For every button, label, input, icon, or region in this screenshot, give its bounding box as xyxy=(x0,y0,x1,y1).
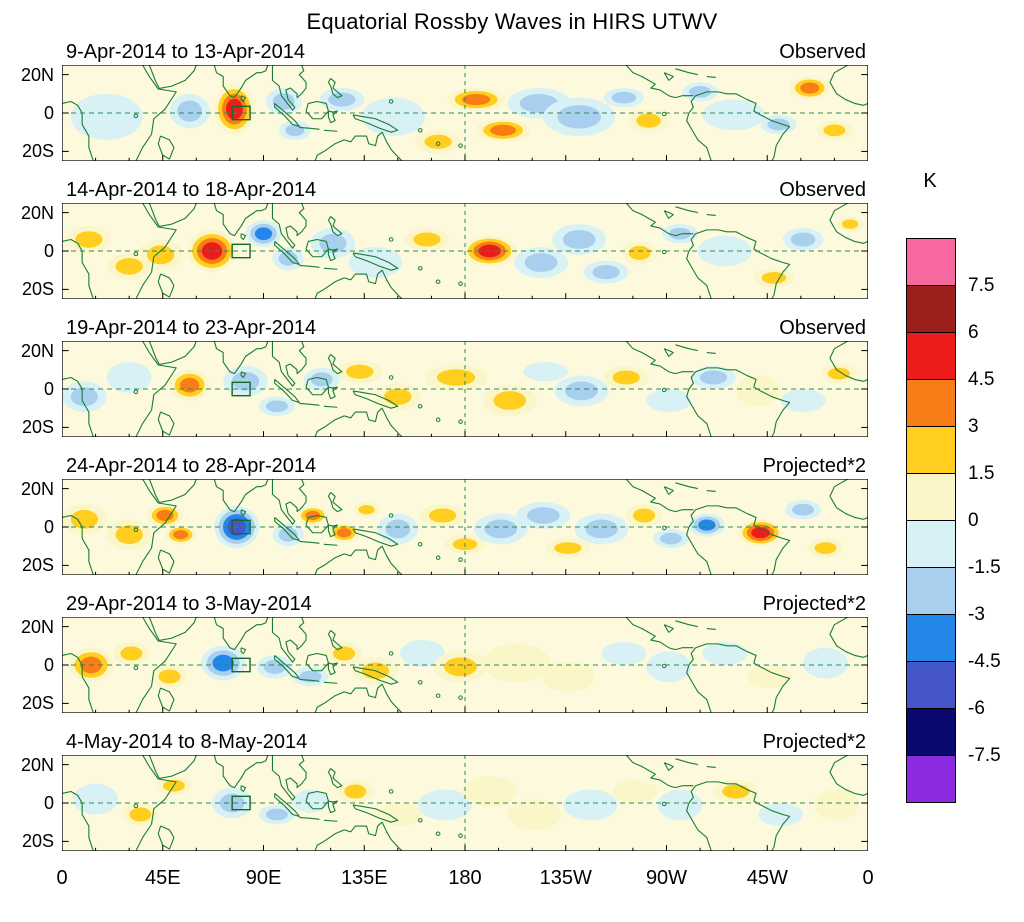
map-canvas: 20N 0 20S xyxy=(21,341,868,437)
x-tick-label: 180 xyxy=(448,867,482,889)
map-panel-5: 29-Apr-2014 to 3-May-2014 Projected*2 20… xyxy=(21,587,868,713)
y-tick-label: 20N xyxy=(20,203,54,223)
colorbar-tick-label: 4.5 xyxy=(968,369,995,390)
map-panel-4: 24-Apr-2014 to 28-Apr-2014 Projected*2 2… xyxy=(21,449,868,575)
contour-map xyxy=(62,617,868,713)
figure-title: Equatorial Rossby Waves in HIRS UTWV xyxy=(306,9,718,34)
colorbar-cell xyxy=(907,286,955,333)
colorbar-tick-label: -1.5 xyxy=(968,557,1001,578)
panel-date-range: 4-May-2014 to 8-May-2014 xyxy=(66,731,308,753)
panel-date-range: 9-Apr-2014 to 13-Apr-2014 xyxy=(66,41,306,63)
panel-date-range: 14-Apr-2014 to 18-Apr-2014 xyxy=(66,179,317,201)
map-panel-6: 4-May-2014 to 8-May-2014 Projected*2 20N… xyxy=(21,725,868,851)
colorbar-cell xyxy=(907,474,955,521)
colorbar-cell xyxy=(907,239,955,286)
contour-map xyxy=(62,755,868,851)
x-tick-label: 45E xyxy=(145,867,181,889)
contour-map xyxy=(62,341,868,437)
map-canvas: 20N 0 20S xyxy=(21,203,868,299)
panel-header: 14-Apr-2014 to 18-Apr-2014 Observed xyxy=(62,173,868,203)
colorbar-cell xyxy=(907,380,955,427)
y-tick-label: 20S xyxy=(21,279,54,299)
colorbar-cell xyxy=(907,756,955,802)
colorbar-area: K 7.5 6 4.5 3 1.5 0 -1.5 -3 -4.5 -6 -7.5 xyxy=(906,170,1024,803)
map-panel-3: 19-Apr-2014 to 23-Apr-2014 Observed 20N … xyxy=(21,311,868,437)
colorbar-cell xyxy=(907,709,955,756)
panel-header: 29-Apr-2014 to 3-May-2014 Projected*2 xyxy=(62,587,868,617)
contour-map xyxy=(62,479,868,575)
panel-date-range: 19-Apr-2014 to 23-Apr-2014 xyxy=(66,317,317,339)
x-tick-label: 0 xyxy=(862,867,874,889)
colorbar-tick-label: 7.5 xyxy=(968,275,995,296)
colorbar-tick-label: 6 xyxy=(968,322,979,343)
y-tick-label: 0 xyxy=(43,517,54,537)
panel-header: 19-Apr-2014 to 23-Apr-2014 Observed xyxy=(62,311,868,341)
panel-source-label: Observed xyxy=(779,317,866,339)
panel-date-range: 24-Apr-2014 to 28-Apr-2014 xyxy=(66,455,317,477)
y-tick-label: 20N xyxy=(20,617,54,637)
contour-map xyxy=(62,203,868,299)
colorbar-tick-label: -7.5 xyxy=(968,745,1001,766)
y-tick-label: 0 xyxy=(43,655,54,675)
panel-stack: 9-Apr-2014 to 13-Apr-2014 Observed 20N 0… xyxy=(0,35,1024,851)
colorbar-tick-label: -6 xyxy=(968,698,985,719)
y-tick-label: 20S xyxy=(21,831,54,851)
colorbar-tick-label: -4.5 xyxy=(968,651,1001,672)
colorbar-cell xyxy=(907,615,955,662)
colorbar-cell xyxy=(907,662,955,709)
colorbar-tick-label: 0 xyxy=(968,510,979,531)
contour-map xyxy=(62,65,868,161)
map-canvas: 20N 0 20S xyxy=(21,479,868,575)
colorbar-unit-label: K xyxy=(923,170,937,192)
x-tick-label: 135E xyxy=(340,867,388,889)
x-axis: 0 45E 90E 135E 180 135W 90W 45W 0 xyxy=(56,863,873,893)
x-tick-label: 90E xyxy=(245,867,282,889)
colorbar-cell xyxy=(907,333,955,380)
panel-source-label: Projected*2 xyxy=(762,593,866,615)
y-tick-label: 0 xyxy=(43,241,54,261)
colorbar-cell xyxy=(907,521,955,568)
y-tick-label: 20N xyxy=(20,755,54,775)
y-tick-label: 0 xyxy=(43,103,54,123)
y-tick-label: 20N xyxy=(20,65,54,85)
panel-source-label: Observed xyxy=(779,179,866,201)
panel-date-range: 29-Apr-2014 to 3-May-2014 xyxy=(66,593,312,615)
panel-header: 4-May-2014 to 8-May-2014 Projected*2 xyxy=(62,725,868,755)
panel-header: 9-Apr-2014 to 13-Apr-2014 Observed xyxy=(62,35,868,65)
colorbar-tick-label: 3 xyxy=(968,416,979,437)
panel-header: 24-Apr-2014 to 28-Apr-2014 Projected*2 xyxy=(62,449,868,479)
colorbar-tick-label: -3 xyxy=(968,604,985,625)
colorbar-cell xyxy=(907,427,955,474)
map-panel-2: 14-Apr-2014 to 18-Apr-2014 Observed 20N … xyxy=(21,173,868,299)
colorbar-tick-label: 1.5 xyxy=(968,463,995,484)
panel-source-label: Projected*2 xyxy=(762,455,866,477)
colorbar xyxy=(906,238,956,803)
y-tick-label: 20N xyxy=(20,341,54,361)
x-tick-label: 135W xyxy=(539,867,592,889)
map-canvas: 20N 0 20S xyxy=(21,617,868,713)
y-tick-label: 20S xyxy=(21,693,54,713)
map-canvas: 20N 0 20S xyxy=(21,755,868,851)
map-panel-1: 9-Apr-2014 to 13-Apr-2014 Observed 20N 0… xyxy=(21,35,868,161)
x-tick-label: 45W xyxy=(746,867,788,889)
x-tick-label: 0 xyxy=(56,867,68,889)
y-tick-label: 20S xyxy=(21,555,54,575)
y-tick-label: 20N xyxy=(20,479,54,499)
y-tick-label: 20S xyxy=(21,417,54,437)
y-tick-label: 20S xyxy=(21,141,54,161)
panel-source-label: Projected*2 xyxy=(762,731,866,753)
colorbar-cell xyxy=(907,568,955,615)
x-tick-label: 90W xyxy=(645,867,688,889)
map-canvas: 20N 0 20S xyxy=(21,65,868,161)
panel-source-label: Observed xyxy=(779,41,866,63)
y-tick-label: 0 xyxy=(43,379,54,399)
y-tick-label: 0 xyxy=(43,793,54,813)
